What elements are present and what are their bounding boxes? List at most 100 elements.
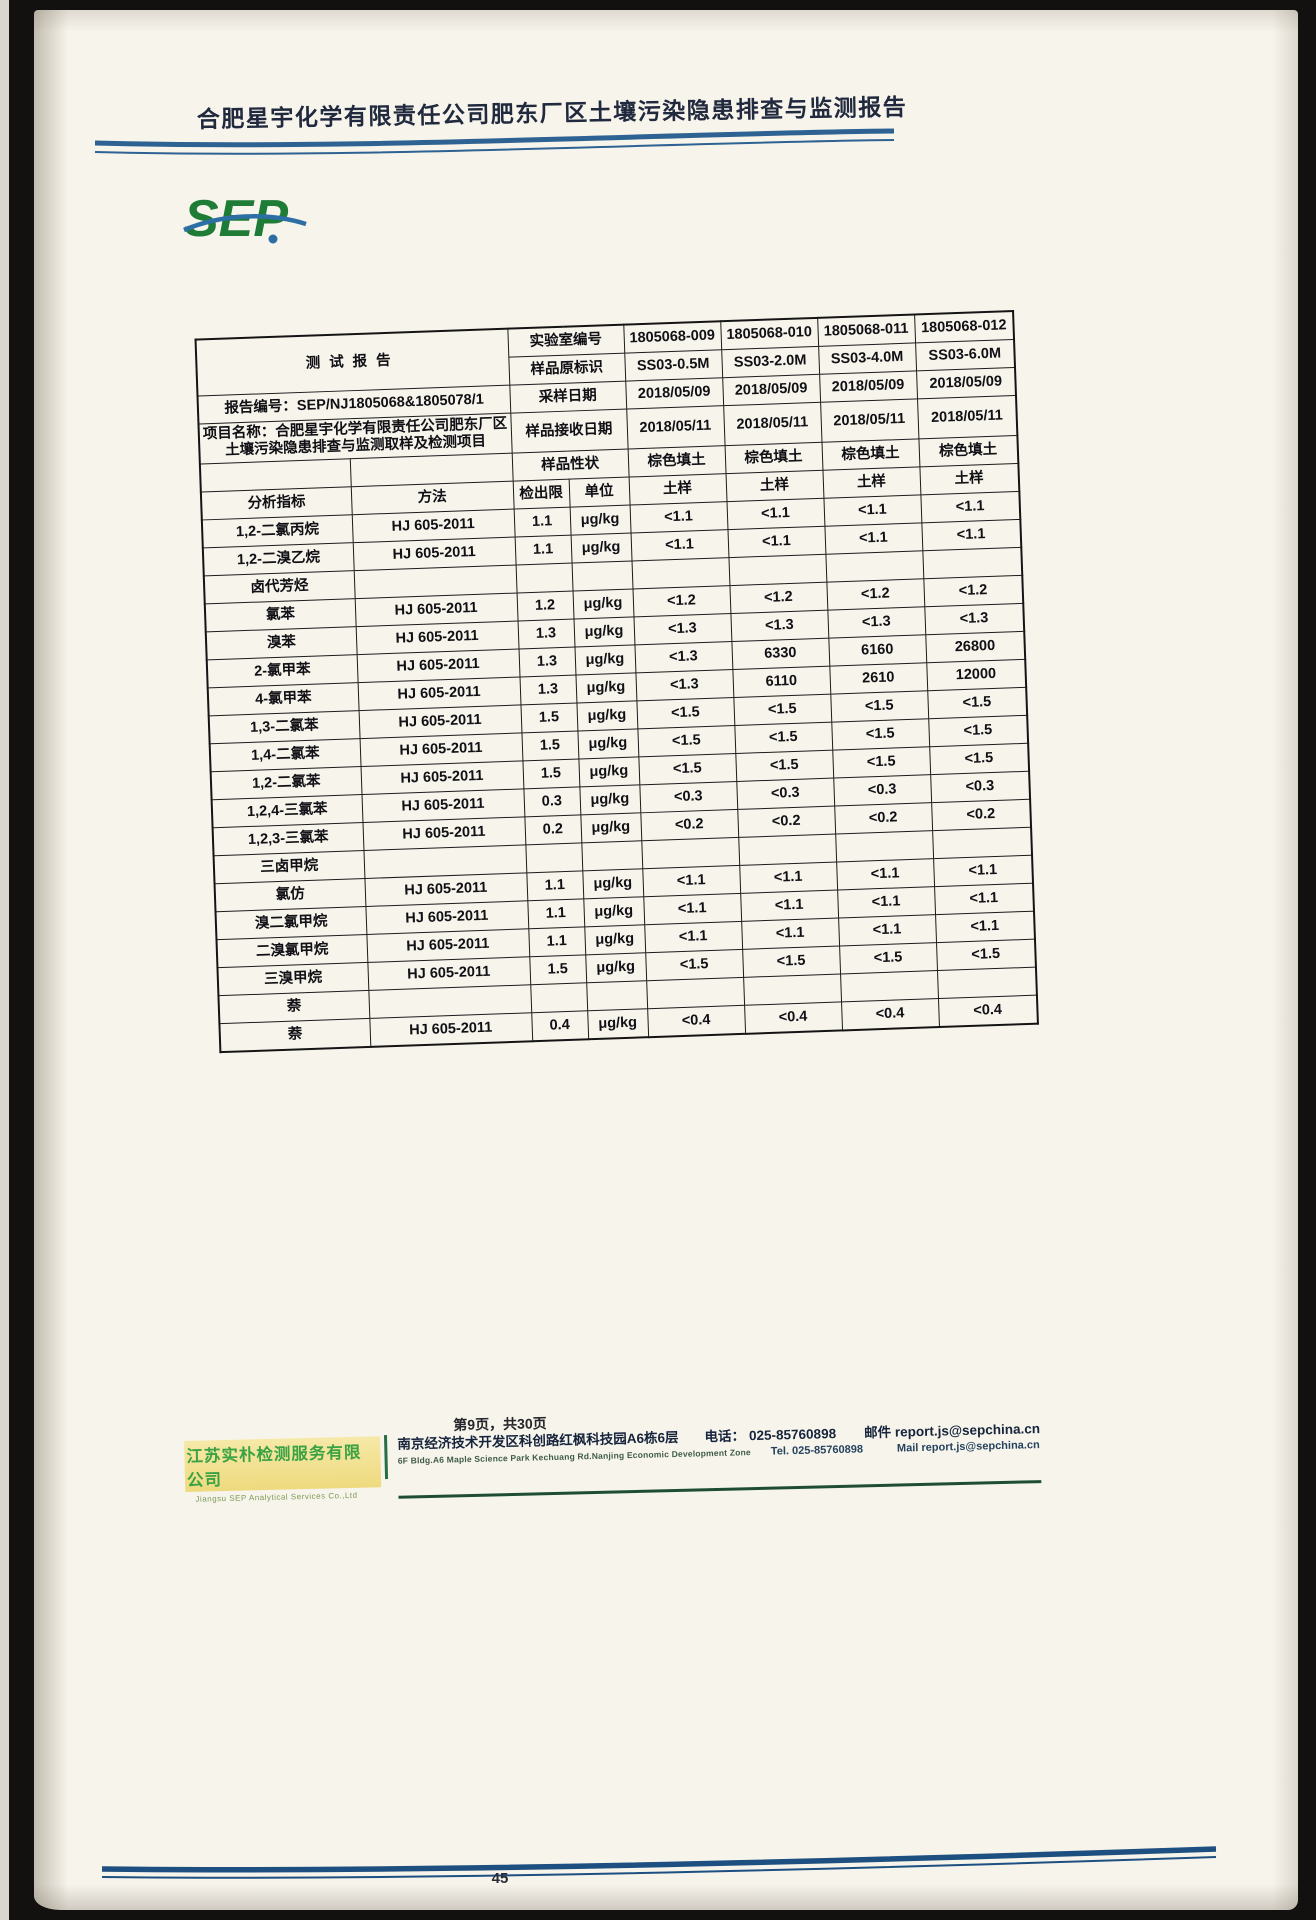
- sampling-date: 2018/05/09: [819, 370, 918, 403]
- value-cell: <1.3: [634, 641, 733, 673]
- value-cell: <1.5: [645, 949, 744, 981]
- mdl-cell: 1.3: [517, 618, 575, 649]
- value-cell: <0.3: [930, 771, 1031, 803]
- unit-cell: μg/kg: [574, 644, 636, 675]
- value-cell: <1.1: [644, 921, 743, 953]
- value-cell: <1.5: [734, 721, 833, 754]
- receive-date: 2018/05/11: [917, 395, 1018, 439]
- sample-type: 土样: [628, 473, 727, 505]
- value-cell: <1.5: [735, 749, 834, 782]
- empty-cell: [515, 562, 573, 593]
- value-cell: <1.1: [740, 889, 839, 922]
- unit-header: 单位: [568, 476, 630, 507]
- value-cell: <0.3: [736, 777, 835, 810]
- tel-number: 025-85760898: [791, 1443, 864, 1458]
- tel-label: Tel.: [770, 1445, 790, 1458]
- empty-cell: [581, 840, 643, 871]
- sample-type: 土样: [919, 463, 1020, 495]
- unit-cell: μg/kg: [578, 756, 640, 787]
- value-cell: <1.5: [831, 718, 930, 750]
- empty-cell: [743, 973, 842, 1006]
- mdl-cell: 1.3: [519, 674, 577, 705]
- value-cell: <1.5: [637, 725, 736, 757]
- receive-date-label: 样品接收日期: [510, 409, 628, 453]
- value-cell: <1.1: [933, 854, 1034, 887]
- empty-cell: [571, 560, 633, 591]
- sample-id: SS03-6.0M: [915, 339, 1016, 371]
- empty-cell: [631, 557, 730, 589]
- empty-cell: [825, 550, 924, 582]
- value-cell: <0.4: [841, 998, 939, 1031]
- value-cell: <1.3: [635, 669, 734, 701]
- value-cell: <1.1: [642, 865, 741, 897]
- character-label: 样品性状: [511, 448, 629, 481]
- value-cell: <1.3: [924, 603, 1025, 635]
- lab-id: 1805068-012: [914, 311, 1015, 343]
- mdl-cell: 0.4: [531, 1010, 589, 1042]
- value-cell: <1.5: [929, 743, 1030, 775]
- sample-id: SS03-0.5M: [624, 349, 723, 382]
- results-tbody: 1,2-二氯丙烷 HJ 605-2011 1.1 μg/kg <1.1 <1.1 <1.1 <…: [201, 491, 1038, 1052]
- value-cell: <0.2: [834, 802, 933, 834]
- sample-character: 棕色填土: [918, 435, 1019, 467]
- value-cell: <1.5: [638, 753, 737, 785]
- value-cell: <1.1: [823, 494, 922, 527]
- receive-date: 2018/05/11: [820, 398, 919, 443]
- value-cell: <1.1: [643, 893, 742, 925]
- value-cell: <1.5: [936, 938, 1036, 971]
- unit-cell: μg/kg: [572, 588, 634, 619]
- mdl-cell: 1.2: [516, 590, 574, 621]
- mdl-cell: 0.2: [524, 814, 582, 845]
- unit-cell: μg/kg: [570, 532, 632, 563]
- empty-cell: [530, 982, 588, 1013]
- footer-divider: [384, 1435, 389, 1480]
- method-cell: HJ 605-2011: [369, 1012, 533, 1047]
- value-cell: <0.2: [737, 805, 836, 838]
- unit-cell: μg/kg: [584, 924, 646, 955]
- value-cell: <1.1: [741, 917, 840, 950]
- unit-cell: μg/kg: [577, 728, 639, 759]
- sample-character: 棕色填土: [724, 442, 823, 474]
- value-cell: <0.3: [639, 781, 738, 813]
- value-cell: <1.1: [935, 910, 1035, 943]
- sample-character: 棕色填土: [821, 438, 920, 471]
- value-cell: 6330: [731, 637, 830, 670]
- value-cell: <1.5: [742, 945, 841, 978]
- mail-address: report.js@sepchina.cn: [894, 1421, 1041, 1440]
- sample-id: SS03-2.0M: [721, 346, 820, 378]
- mail-en-address: report.js@sepchina.cn: [921, 1439, 1040, 1454]
- value-cell: <1.5: [733, 693, 832, 726]
- value-cell: 2610: [829, 662, 928, 694]
- value-cell: <1.2: [632, 585, 731, 617]
- value-cell: <1.1: [836, 858, 935, 890]
- scanner-edge: [0, 0, 9, 1920]
- value-cell: <0.4: [647, 1005, 746, 1037]
- empty-cell: [641, 837, 740, 869]
- company-name-cn: 江苏实朴检测服务有限公司: [184, 1436, 382, 1492]
- empty-cell: [936, 966, 1037, 999]
- value-cell: <1.1: [629, 501, 728, 533]
- unit-cell: μg/kg: [569, 504, 631, 535]
- mdl-header: 检出限: [512, 478, 570, 509]
- scanned-page: [34, 10, 1298, 1910]
- page-number: 45: [491, 1870, 509, 1887]
- empty-cell: [646, 977, 745, 1009]
- value-cell: <1.5: [832, 746, 931, 778]
- value-cell: <1.1: [837, 886, 936, 918]
- empty-cell: [932, 827, 1033, 859]
- value-cell: <1.2: [729, 581, 828, 614]
- mdl-cell: 1.1: [527, 898, 585, 929]
- sep-logo-swoosh: [183, 214, 307, 233]
- unit-cell: μg/kg: [579, 784, 641, 815]
- value-cell: <1.1: [739, 861, 838, 894]
- value-cell: <1.3: [730, 609, 829, 642]
- value-cell: 6160: [828, 634, 927, 666]
- value-cell: <0.2: [931, 799, 1032, 831]
- unit-cell: μg/kg: [573, 616, 635, 647]
- sampling-date: 2018/05/09: [625, 377, 724, 410]
- value-cell: <1.1: [630, 529, 729, 561]
- test-report-table: 测试报告 实验室编号 1805068-009 1805068-010 18050…: [194, 310, 1039, 1053]
- unit-cell: μg/kg: [583, 896, 645, 927]
- lab-id: 1805068-009: [623, 321, 722, 354]
- unit-cell: μg/kg: [582, 868, 644, 899]
